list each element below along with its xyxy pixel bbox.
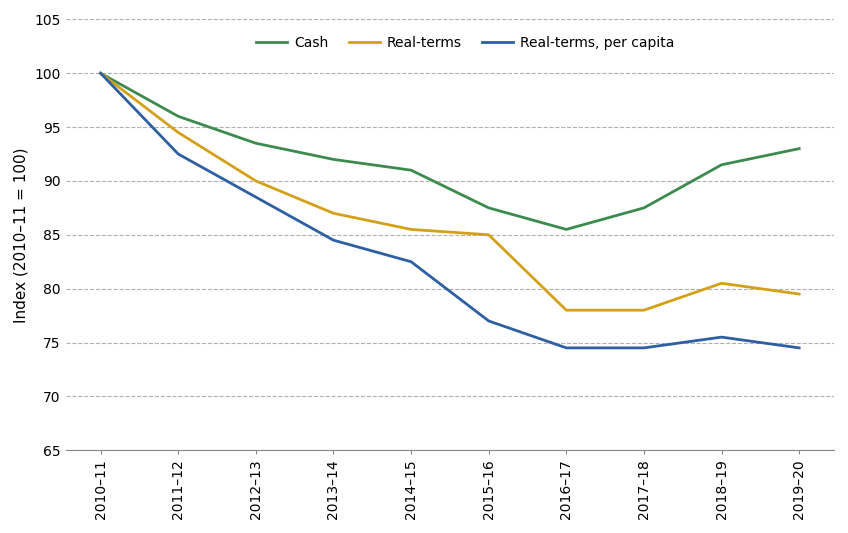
Real-terms, per capita xyxy=(328,237,338,244)
Line: Real-terms: Real-terms xyxy=(101,73,799,310)
Real-terms xyxy=(561,307,572,313)
Real-terms, per capita xyxy=(561,345,572,351)
Real-terms xyxy=(483,232,494,238)
Real-terms xyxy=(406,226,416,232)
Real-terms xyxy=(794,291,804,297)
Real-terms, per capita xyxy=(717,334,727,340)
Real-terms, per capita xyxy=(406,259,416,265)
Cash xyxy=(561,226,572,232)
Legend: Cash, Real-terms, Real-terms, per capita: Cash, Real-terms, Real-terms, per capita xyxy=(251,30,680,56)
Real-terms xyxy=(251,177,261,184)
Cash xyxy=(483,205,494,211)
Real-terms, per capita xyxy=(794,345,804,351)
Real-terms xyxy=(328,210,338,216)
Cash xyxy=(406,167,416,173)
Real-terms, per capita xyxy=(251,194,261,200)
Cash xyxy=(328,156,338,163)
Cash xyxy=(173,113,183,119)
Real-terms, per capita xyxy=(173,151,183,157)
Cash xyxy=(251,140,261,147)
Y-axis label: Index (2010–11 = 100): Index (2010–11 = 100) xyxy=(14,147,29,322)
Real-terms xyxy=(96,70,106,76)
Cash xyxy=(639,205,649,211)
Real-terms, per capita xyxy=(639,345,649,351)
Line: Cash: Cash xyxy=(101,73,799,229)
Cash xyxy=(717,161,727,168)
Real-terms xyxy=(639,307,649,313)
Real-terms xyxy=(717,280,727,286)
Real-terms xyxy=(173,130,183,136)
Cash xyxy=(794,146,804,152)
Line: Real-terms, per capita: Real-terms, per capita xyxy=(101,73,799,348)
Real-terms, per capita xyxy=(483,318,494,324)
Real-terms, per capita xyxy=(96,70,106,76)
Cash xyxy=(96,70,106,76)
